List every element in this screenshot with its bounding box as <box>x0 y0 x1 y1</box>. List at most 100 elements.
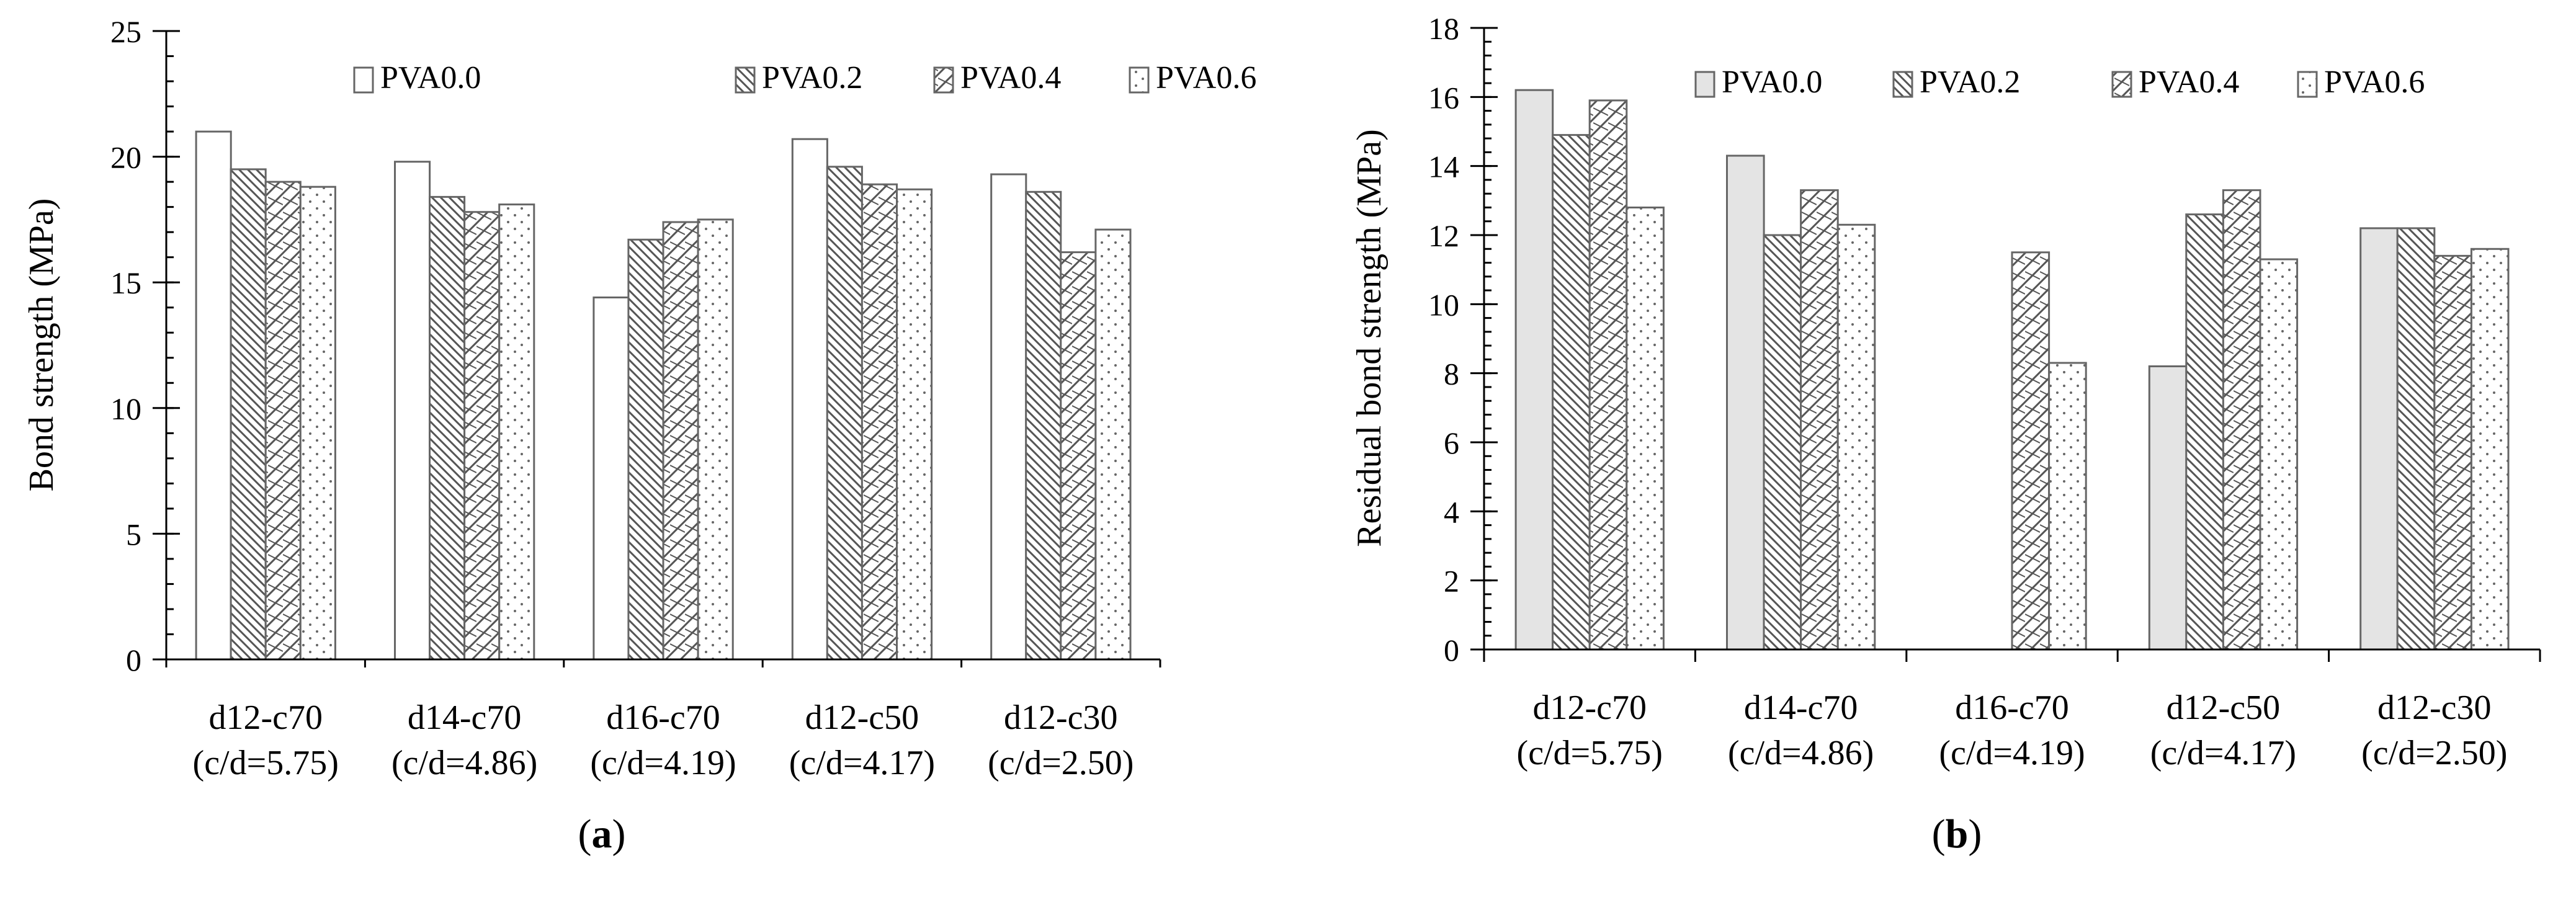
legend-label: PVA0.4 <box>2139 65 2239 100</box>
legend-swatch-pva02 <box>1892 71 1913 98</box>
x-category-ratio-label: (c/d=4.17) <box>2150 734 2296 772</box>
bar-pva04-d14-c70 <box>463 211 501 661</box>
x-category-label: d14-c70 <box>408 698 522 737</box>
chart-panel-a: 0 5 10 15 20 25 d12-c70 (c/d=5.75) d14-c70 (c/d=4… <box>22 14 1256 857</box>
bar-pva04-d14-c70 <box>1800 189 1839 651</box>
legend-swatch-pva06 <box>2297 71 2318 98</box>
x-category-ratio-label: (c/d=5.75) <box>1517 734 1663 772</box>
y-tick-label: 8 <box>1444 357 1459 391</box>
bar-pva00-d14-c70 <box>394 161 431 661</box>
x-category-ratio-label: (c/d=2.50) <box>2361 734 2507 772</box>
bar-pva02-d14-c70 <box>429 195 466 661</box>
panel-label-paren: ( <box>1932 811 1946 857</box>
legend-label: PVA0.6 <box>2324 65 2425 100</box>
bar-pva00-d16-c70 <box>593 297 630 661</box>
bar-pva06-d16-c70 <box>2048 362 2087 651</box>
bar-pva02-d12-c50 <box>826 166 863 661</box>
y-tick-label: 16 <box>1428 80 1459 115</box>
legend-swatch-pva00 <box>353 66 374 94</box>
bar-pva04-d16-c70 <box>662 221 699 661</box>
x-category-ratio-label: (c/d=4.19) <box>1939 734 2085 772</box>
legend-label: PVA0.4 <box>960 60 1061 96</box>
bar-pva00-d12-c30 <box>990 173 1027 661</box>
bar-pva06-d12-c50 <box>896 188 933 661</box>
panel-label-letter: b <box>1946 811 1969 857</box>
bar-pva02-d12-c50 <box>2185 213 2224 651</box>
y-tick-label: 4 <box>1444 494 1459 529</box>
bar-pva00-d12-c70 <box>1514 89 1554 651</box>
bar-pva06-d16-c70 <box>697 218 734 661</box>
bar-pva06-d14-c70 <box>1836 223 1876 651</box>
bar-pva06-d12-c70 <box>1626 207 1665 651</box>
bar-pva02-d12-c70 <box>230 168 267 661</box>
x-category-label: d16-c70 <box>1955 689 2069 727</box>
panel-label-letter: a <box>592 811 612 857</box>
y-tick-label: 14 <box>1428 150 1459 184</box>
x-category-ratio-label: (c/d=4.86) <box>391 744 537 782</box>
legend-swatch-pva04 <box>2111 71 2132 98</box>
bar-pva02-d14-c70 <box>1763 234 1802 651</box>
y-tick-label: 2 <box>1444 564 1459 599</box>
bar-pva04-d12-c50 <box>2222 189 2261 651</box>
y-tick-label: 12 <box>1428 218 1459 253</box>
bar-pva06-d14-c70 <box>498 203 535 661</box>
panel-label-paren: ( <box>578 811 592 857</box>
bar-pva00-d12-c70 <box>195 130 232 661</box>
bar-pva00-d12-c30 <box>2359 227 2399 651</box>
x-category-ratio-label: (c/d=4.86) <box>1728 734 1874 772</box>
x-category-label: d14-c70 <box>1744 689 1858 727</box>
legend-label: PVA0.0 <box>1722 65 1822 100</box>
legend-swatch-pva02 <box>735 66 756 94</box>
x-category-ratio-label: (c/d=4.17) <box>789 744 935 782</box>
y-axis-title: Bond strength (MPa) <box>22 199 61 492</box>
x-category-label: d12-c30 <box>2377 689 2492 727</box>
y-tick-label: 15 <box>110 266 141 300</box>
panel-label: (a) <box>578 811 626 857</box>
bar-pva00-d12-c50 <box>2148 365 2188 651</box>
bar-pva06-d12-c30 <box>1094 228 1132 661</box>
bar-pva06-d12-c50 <box>2259 258 2299 651</box>
legend-label: PVA0.6 <box>1156 60 1256 96</box>
x-category-label: d12-c30 <box>1004 698 1118 737</box>
panel-label: (b) <box>1932 811 1982 857</box>
y-tick-label: 6 <box>1444 426 1459 460</box>
x-category-ratio-label: (c/d=5.75) <box>193 744 339 782</box>
y-tick-label: 18 <box>1428 11 1459 46</box>
legend-label: PVA0.2 <box>762 60 862 96</box>
bar-pva04-d12-c70 <box>264 181 302 661</box>
bar-pva04-d16-c70 <box>2011 251 2051 651</box>
bar-pva04-d12-c70 <box>1588 99 1628 651</box>
y-tick-label: 20 <box>110 140 141 175</box>
legend-label: PVA0.2 <box>1920 65 2020 100</box>
panel-label-paren: ) <box>1968 811 1982 857</box>
bar-pva00-d14-c70 <box>1726 154 1765 651</box>
x-category-label: d12-c70 <box>1532 689 1647 727</box>
bar-pva02-d12-c70 <box>1552 134 1591 651</box>
x-category-ratio-label: (c/d=4.19) <box>590 744 736 782</box>
y-tick-label: 10 <box>110 391 141 426</box>
y-tick-label: 25 <box>110 14 141 49</box>
x-category-label: d12-c50 <box>805 698 919 737</box>
bar-pva02-d12-c30 <box>2396 227 2436 651</box>
x-category-label: d12-c50 <box>2167 689 2281 727</box>
y-tick-label: 0 <box>126 643 141 677</box>
bar-pva06-d12-c30 <box>2470 248 2510 651</box>
bar-pva06-d12-c70 <box>299 185 336 661</box>
x-category-label: d16-c70 <box>606 698 720 737</box>
bar-pva04-d12-c30 <box>2433 254 2472 651</box>
chart-panel-b: 0 2 4 6 8 10 12 14 16 18 d12-c70 (c/d=5.75) d14-c70 (… <box>1350 11 2541 857</box>
legend-label: PVA0.0 <box>380 60 481 96</box>
bar-pva02-d12-c30 <box>1025 190 1062 661</box>
legend-swatch-pva04 <box>933 66 954 94</box>
bar-pva04-d12-c50 <box>861 183 898 661</box>
y-tick-label: 0 <box>1444 633 1459 667</box>
legend-swatch-pva00 <box>1694 71 1715 98</box>
x-category-label: d12-c70 <box>208 698 323 737</box>
y-tick-label: 5 <box>126 517 141 551</box>
y-axis-title: Residual bond strength (MPa) <box>1350 129 1389 547</box>
y-tick-label: 10 <box>1428 287 1459 322</box>
x-category-ratio-label: (c/d=2.50) <box>988 744 1134 782</box>
bar-pva00-d12-c50 <box>791 138 828 661</box>
